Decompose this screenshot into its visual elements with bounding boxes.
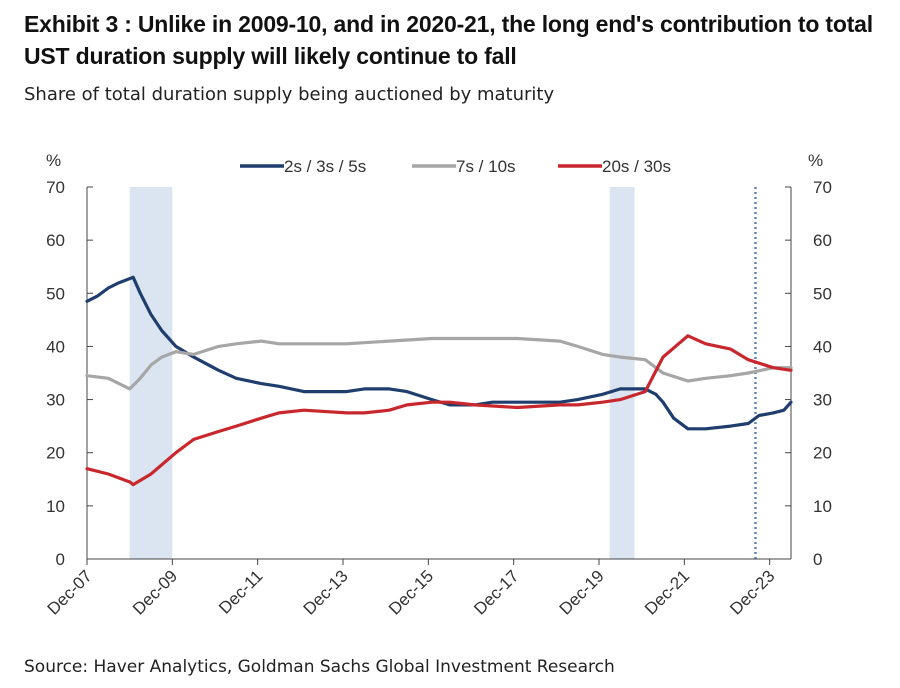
x-tick-label-Dec-17: Dec-17 <box>470 566 522 618</box>
y-tick-label-left-40: 40 <box>46 337 65 356</box>
y-tick-label-right-40: 40 <box>813 337 832 356</box>
y-tick-label-left-50: 50 <box>46 284 65 303</box>
legend-label-3: 20s / 30s <box>602 157 671 176</box>
y-tick-label-right-50: 50 <box>813 284 832 303</box>
series-line-2 <box>85 336 793 391</box>
x-tick-label-Dec-11: Dec-11 <box>215 566 266 617</box>
shaded-period-2 <box>609 187 635 559</box>
source-note: Source: Haver Analytics, Goldman Sachs G… <box>24 657 615 677</box>
y-tick-label-right-0: 0 <box>813 550 822 569</box>
y-axis-label-left: % <box>46 151 61 170</box>
x-tick-label-Dec-19: Dec-19 <box>556 566 608 618</box>
y-tick-label-left-10: 10 <box>46 497 65 516</box>
y-axis-label-right: % <box>808 151 823 170</box>
recession-shading <box>129 187 635 559</box>
y-tick-label-left-0: 0 <box>56 550 65 569</box>
y-tick-label-right-70: 70 <box>813 178 832 197</box>
x-tick-label-Dec-23: Dec-23 <box>726 566 778 618</box>
legend-label-1: 2s / 3s / 5s <box>284 157 366 176</box>
x-tick-label-Dec-21: Dec-21 <box>641 566 693 618</box>
chart-subtitle: Share of total duration supply being auc… <box>24 84 555 105</box>
chart-title: Exhibit 3 : Unlike in 2009-10, and in 20… <box>24 11 873 69</box>
y-tick-label-right-10: 10 <box>813 497 832 516</box>
y-tick-label-right-60: 60 <box>813 231 832 250</box>
x-tick-label-Dec-09: Dec-09 <box>129 566 181 618</box>
y-tick-label-left-30: 30 <box>46 391 65 410</box>
series-lines <box>85 275 793 487</box>
y-tick-label-left-70: 70 <box>46 178 65 197</box>
x-tick-label-Dec-13: Dec-13 <box>300 566 352 618</box>
y-tick-label-right-30: 30 <box>813 391 832 410</box>
legend-label-2: 7s / 10s <box>456 157 516 176</box>
y-tick-label-right-20: 20 <box>813 444 832 463</box>
shaded-period-1 <box>129 187 173 559</box>
series-line-3 <box>85 334 793 487</box>
y-tick-label-left-60: 60 <box>46 231 65 250</box>
x-tick-label-Dec-07: Dec-07 <box>44 566 96 618</box>
legend: 2s / 3s / 5s 7s / 10s 20s / 30s <box>240 157 671 176</box>
x-tick-label-Dec-15: Dec-15 <box>385 566 437 618</box>
y-tick-label-left-20: 20 <box>46 444 65 463</box>
